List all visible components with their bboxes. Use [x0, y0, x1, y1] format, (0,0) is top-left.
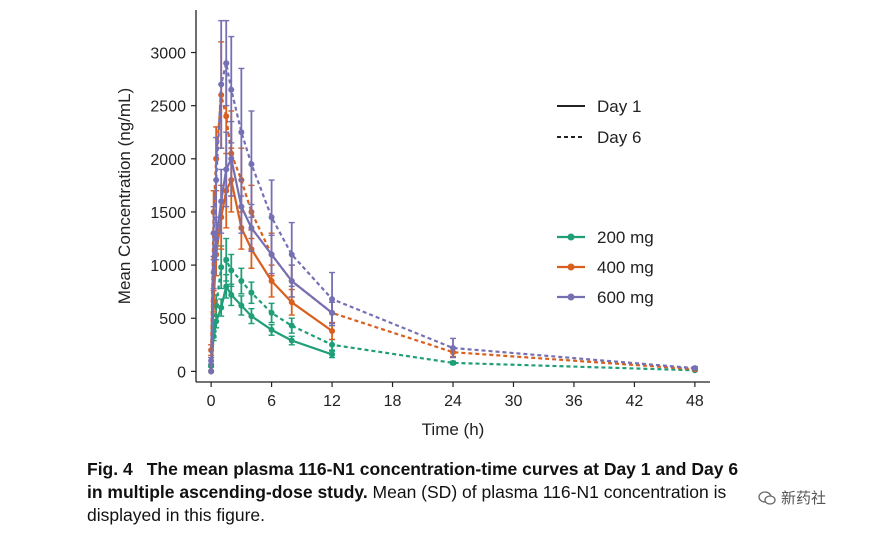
- data-point: [218, 198, 225, 205]
- legend-label: Day 6: [597, 128, 641, 147]
- data-point: [218, 264, 225, 271]
- wechat-icon: [758, 490, 776, 505]
- data-point: [329, 327, 336, 334]
- data-point: [329, 341, 336, 348]
- data-point: [288, 337, 295, 344]
- data-point: [268, 309, 275, 316]
- data-point: [268, 278, 275, 285]
- y-axis-title: Mean Concentration (ng/mL): [115, 88, 134, 304]
- figure-description: Mean (SD) of plasma 116-N1 concentration…: [87, 482, 727, 525]
- data-point: [228, 86, 235, 93]
- x-tick-label: 48: [686, 393, 704, 410]
- data-point: [248, 289, 255, 296]
- y-tick-label: 2500: [150, 99, 186, 116]
- data-point: [268, 326, 275, 333]
- axes: 0 6 12 18 24 30 36 42 48 0 500 1000 1500 2000 2500 3000…: [115, 10, 710, 439]
- legend: Day 1 Day 6 200 mg 400 mg 600 mg: [557, 97, 654, 307]
- series: [208, 41, 698, 373]
- data-point: [228, 155, 235, 162]
- data-point: [213, 235, 220, 242]
- data-point: [228, 267, 235, 274]
- data-point: [208, 357, 215, 364]
- y-tick-label: 1500: [150, 205, 186, 222]
- data-point: [268, 214, 275, 221]
- data-point: [450, 359, 456, 366]
- x-tick-label: 42: [626, 393, 644, 410]
- figure-label: Fig. 4: [87, 459, 133, 479]
- x-tick-label: 36: [565, 393, 583, 410]
- data-point: [288, 251, 295, 258]
- data-point: [223, 166, 230, 173]
- legend-label: Day 1: [597, 97, 641, 116]
- data-point: [450, 344, 456, 351]
- y-tick-label: 2000: [150, 152, 186, 169]
- legend-dose-marker: [567, 263, 575, 271]
- data-point: [223, 256, 230, 263]
- legend-dose-marker: [567, 293, 575, 301]
- data-point: [210, 230, 217, 237]
- watermark-text: 新药社: [781, 489, 827, 507]
- figure-title: The mean plasma 116-N1 concentration-tim…: [87, 459, 739, 502]
- data-point: [238, 278, 245, 285]
- data-point: [329, 351, 336, 358]
- series-group: [208, 19, 698, 375]
- legend-label: 400 mg: [597, 258, 654, 277]
- data-point: [288, 322, 295, 329]
- data-point: [329, 296, 336, 303]
- data-point: [213, 177, 220, 184]
- data-point: [248, 224, 255, 231]
- y-tick-label: 0: [177, 364, 186, 381]
- y-tick-label: 1000: [150, 258, 186, 275]
- x-tick-label: 0: [207, 393, 216, 410]
- x-tick-label: 12: [323, 393, 341, 410]
- data-point: [238, 203, 245, 210]
- legend-label: 200 mg: [597, 228, 654, 247]
- x-tick-label: 30: [505, 393, 523, 410]
- data-point: [223, 283, 230, 290]
- data-point: [238, 129, 245, 136]
- x-tick-label: 6: [267, 393, 276, 410]
- data-point: [223, 113, 230, 120]
- data-point: [218, 81, 225, 88]
- figure-caption: Fig. 4 The mean plasma 116-N1 concentrati…: [87, 458, 757, 527]
- legend-label: 600 mg: [597, 288, 654, 307]
- series: [208, 120, 336, 375]
- data-point: [218, 304, 225, 311]
- y-tick-label: 500: [159, 311, 186, 328]
- data-point: [238, 302, 245, 309]
- watermark: 新药社: [758, 487, 826, 508]
- concentration-time-chart: 0 6 12 18 24 30 36 42 48 0 500 1000 1500 2000 2500 3000…: [115, 10, 710, 439]
- legend-dose-marker: [567, 233, 575, 241]
- data-point: [228, 291, 235, 298]
- data-point: [208, 368, 215, 375]
- x-tick-label: 24: [444, 393, 462, 410]
- data-point: [288, 299, 295, 306]
- data-point: [223, 60, 230, 67]
- data-point: [691, 365, 698, 372]
- x-tick-label: 18: [384, 393, 402, 410]
- series: [208, 19, 698, 372]
- y-tick-label: 3000: [150, 46, 186, 63]
- data-point: [248, 313, 255, 320]
- data-point: [248, 161, 255, 168]
- x-axis-title: Time (h): [422, 420, 485, 439]
